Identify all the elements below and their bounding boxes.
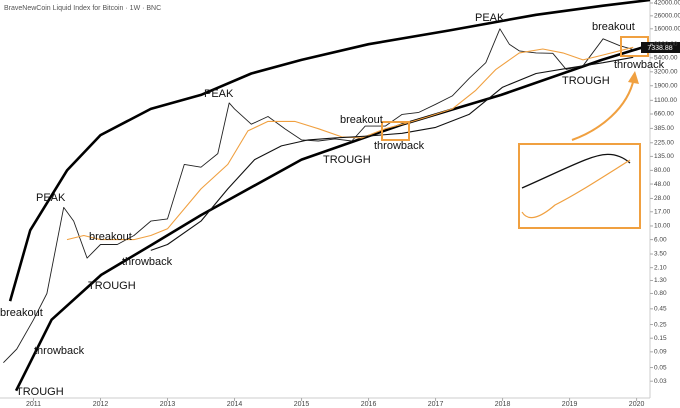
plot-area: [3, 0, 651, 392]
y-tick-label: 5400.00: [654, 55, 678, 62]
annotation: PEAK: [204, 88, 234, 100]
annotation: throwback: [122, 256, 173, 268]
y-tick-label: 9000.00: [654, 41, 678, 48]
annotation: breakout: [0, 307, 43, 319]
y-tick-label: 42000.00: [654, 0, 680, 7]
annotation: throwback: [614, 59, 665, 71]
y-tick-label: 3.50: [654, 251, 667, 258]
y-tick-label: 3200.00: [654, 69, 678, 76]
y-tick-label: 0.09: [654, 349, 667, 356]
x-tick-label: 2014: [227, 401, 243, 408]
annotation: TROUGH: [323, 154, 371, 166]
arrow-head: [628, 71, 639, 84]
x-tick-label: 2016: [361, 401, 377, 408]
y-tick-label: 0.05: [654, 364, 667, 371]
annotation: PEAK: [36, 192, 66, 204]
annotation: breakout: [340, 114, 383, 126]
annotation: throwback: [374, 140, 425, 152]
channel-curve: [8, 0, 651, 302]
y-tick-label: 0.03: [654, 378, 667, 385]
x-tick-label: 2015: [294, 401, 310, 408]
annotation: TROUGH: [16, 386, 64, 398]
series-line: [3, 28, 634, 364]
y-tick-label: 385.00: [654, 125, 674, 132]
annotation: breakout: [89, 231, 132, 243]
y-tick-label: 225.00: [654, 139, 674, 146]
x-tick-label: 2013: [160, 401, 176, 408]
channel-curve: [14, 43, 651, 392]
highlight-box: [381, 121, 410, 141]
annotation: PEAK: [475, 12, 505, 24]
x-tick-label: 2020: [629, 401, 645, 408]
inset-box: [518, 143, 641, 229]
y-tick-label: 0.25: [654, 321, 667, 328]
inset-line: [521, 159, 631, 219]
y-tick-label: 660.00: [654, 111, 674, 118]
y-tick-label: 80.00: [654, 167, 671, 174]
annotation: breakout: [592, 21, 635, 33]
x-tick-label: 2018: [495, 401, 511, 408]
x-tick-label: 2011: [26, 401, 41, 408]
series-line: [150, 56, 634, 251]
inset-line: [521, 153, 631, 189]
y-tick-label: 1900.00: [654, 82, 678, 89]
x-tick-label: 2019: [562, 401, 578, 408]
y-tick-label: 6.00: [654, 236, 667, 243]
y-tick-label: 1100.00: [654, 97, 677, 104]
y-tick-label: 48.00: [654, 181, 671, 188]
x-tick-label: 2017: [428, 401, 444, 408]
y-tick-label: 28.00: [654, 195, 671, 202]
y-tick-label: 0.15: [654, 335, 667, 342]
y-tick-label: 17.00: [654, 208, 671, 215]
annotation: TROUGH: [562, 75, 610, 87]
last-price: 7338.88: [647, 45, 672, 52]
annotation: TROUGH: [88, 280, 136, 292]
y-tick-label: 0.80: [654, 290, 667, 297]
y-tick-label: 0.45: [654, 306, 667, 313]
y-tick-label: 16000.00: [654, 26, 680, 33]
arrow: [571, 77, 635, 141]
y-tick-label: 1.30: [654, 277, 667, 284]
chart-title: BraveNewCoin Liquid Index for Bitcoin · …: [4, 5, 161, 12]
y-tick-label: 26000.00: [654, 13, 680, 20]
annotation: throwback: [34, 345, 85, 357]
y-tick-label: 10.00: [654, 223, 671, 230]
y-tick-label: 135.00: [654, 153, 674, 160]
x-tick-label: 2012: [93, 401, 109, 408]
price-tag: [641, 42, 680, 53]
y-tick-label: 2.10: [654, 264, 667, 271]
